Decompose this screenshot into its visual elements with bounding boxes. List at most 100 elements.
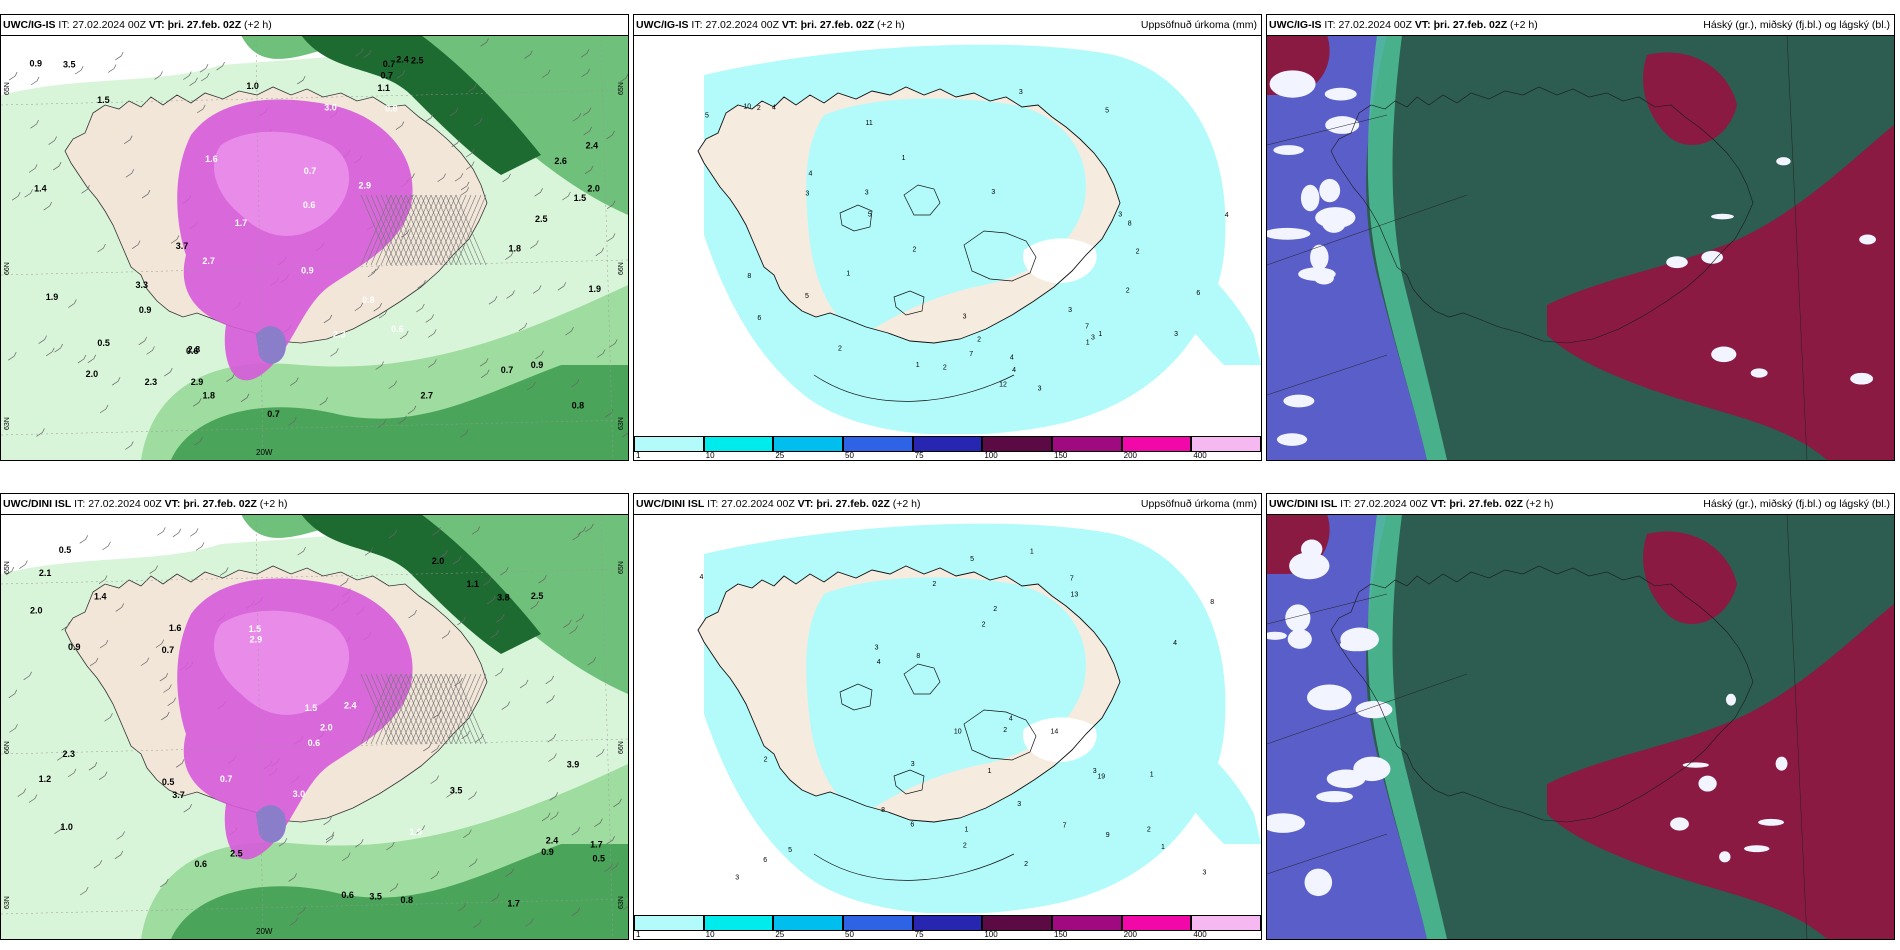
accum-value-label: 3 xyxy=(1017,801,1021,808)
accum-value-label: 6 xyxy=(757,315,761,322)
accum-value-label: 2 xyxy=(1147,827,1151,834)
precip-max xyxy=(256,326,286,364)
init-time: 27.02.2024 00Z xyxy=(72,19,146,31)
run-info: UWC/IG-IS IT: 27.02.2024 00Z VT: þri. 27… xyxy=(3,15,272,35)
it-label: IT: xyxy=(707,498,719,510)
cloud-edge-green xyxy=(1367,514,1447,939)
precip-value-labels: 1.5 1.1 0.7 0.5 1.6 0.5 0.6 2.3 1.9 3.5 2.4 2.5 1.4 2… xyxy=(30,545,605,908)
no-precip-area xyxy=(1023,717,1097,763)
it-label: IT: xyxy=(58,19,70,31)
precip-value-label: 2.0 xyxy=(86,369,99,379)
iceland-coastline xyxy=(697,86,1121,344)
accum-value-label: 1 xyxy=(988,768,992,775)
map-svg: 0.7 0.9 0.9 1.4 1.7 0.7 0.9 0.5 0.6 0.7 2.0 2.3 3.3 2… xyxy=(1,35,628,460)
accum-over-land xyxy=(806,98,1086,335)
lat-lon-grid xyxy=(1267,514,1808,939)
accum-value-label: 7 xyxy=(969,351,973,358)
accum-value-label: 4 xyxy=(1009,715,1013,722)
accum-value-label: 2 xyxy=(764,757,768,764)
precip-value-label: 2.9 xyxy=(250,635,263,645)
colorbar: 1 10 25 50 75 100 150 200 400 xyxy=(634,913,1261,939)
valid-time: þri. 27.feb. 02Z xyxy=(800,19,875,31)
accum-value-label: 2 xyxy=(993,606,997,613)
glacier-outline xyxy=(903,184,941,216)
precip-value-label: 3.5 xyxy=(63,59,76,69)
precip-value-label: 0.9 xyxy=(531,360,544,370)
precip-value-label: 0.6 xyxy=(341,890,354,900)
map-area: 0.7 0.9 0.9 1.4 1.7 0.7 0.9 0.5 0.6 0.7 2.0 2.3 3.3 2… xyxy=(1,35,628,460)
init-time: 27.02.2024 00Z xyxy=(705,19,779,31)
accum-value-label: 4 xyxy=(772,105,776,112)
colorbar-swatch xyxy=(634,436,704,452)
precip-value-label: 2.5 xyxy=(411,56,424,66)
colorbar-tick: 50 xyxy=(845,451,854,460)
precip-value-label: 3.3 xyxy=(135,280,148,290)
map-svg: 6141212798346573321084521419138243132322… xyxy=(634,514,1261,939)
panel-precip-rate-ig-is: UWC/IG-IS IT: 27.02.2024 00Z VT: þri. 27… xyxy=(0,14,629,461)
precip-value-label: 1.7 xyxy=(235,218,248,228)
it-label: IT: xyxy=(1340,498,1352,510)
lat-label: 66N xyxy=(618,741,625,754)
precip-value-label: 3.5 xyxy=(450,785,463,795)
accum-value-label: 8 xyxy=(747,273,751,280)
accum-value-label: 10 xyxy=(954,728,962,735)
precip-value-label: 1.5 xyxy=(249,624,262,634)
precip-value-label: 1.9 xyxy=(409,827,422,837)
colorbar-tick: 75 xyxy=(914,451,924,460)
map-svg: 1.5 1.1 0.7 0.5 1.6 0.5 0.6 2.3 1.9 3.5 2.4 2.5 1.4 2… xyxy=(1,514,628,939)
colorbar-tick: 25 xyxy=(775,451,785,460)
colorbar-tick: 100 xyxy=(984,451,998,460)
glacier-outline xyxy=(963,230,1037,282)
accum-area-east xyxy=(1144,235,1261,365)
run-info: UWC/DINI ISL IT: 27.02.2024 00Z VT: þri.… xyxy=(3,494,288,514)
panel-accum-precip-dini-isl: UWC/DINI ISL IT: 27.02.2024 00Z VT: þri.… xyxy=(633,493,1262,940)
valid-time: þri. 27.feb. 02Z xyxy=(1433,19,1508,31)
precip-value-label: 0.7 xyxy=(220,774,233,784)
precip-value-label: 2.8 xyxy=(188,345,201,355)
accum-value-label: 4 xyxy=(700,574,704,581)
accum-value-label: 4 xyxy=(1225,212,1229,219)
accum-value-label: 8 xyxy=(916,653,920,660)
accum-value-label: 1 xyxy=(1030,549,1034,556)
precip-value-label: 0.7 xyxy=(383,59,396,69)
precip-value-label: 0.7 xyxy=(381,71,394,81)
precip-value-label: 1.1 xyxy=(378,83,391,93)
accum-value-label: 1 xyxy=(846,271,850,278)
lead-time: (+2 h) xyxy=(892,498,921,510)
accum-value-label: 13 xyxy=(1071,592,1079,599)
accum-value-label: 3 xyxy=(735,874,739,881)
precip-value-label: 1.6 xyxy=(169,623,182,633)
precip-value-label: 1.7 xyxy=(507,898,520,908)
accum-value-label: 3 xyxy=(1174,331,1178,338)
precip-value-label: 2.0 xyxy=(432,556,445,566)
precip-value-label: 2.6 xyxy=(554,156,567,166)
precip-value-label: 0.8 xyxy=(362,295,375,305)
precip-band-north xyxy=(241,514,628,694)
lead-time: (+2 h) xyxy=(1510,19,1538,31)
accum-value-label: 8 xyxy=(1210,599,1214,606)
colorbar-swatch xyxy=(703,915,774,931)
model-name: UWC/DINI ISL xyxy=(636,498,705,510)
precip-band-dark xyxy=(301,35,541,175)
glacier-outline xyxy=(839,204,873,232)
precip-value-label: 3.7 xyxy=(172,790,185,800)
contour-line xyxy=(813,374,1015,402)
lat-label: 66N xyxy=(4,262,11,275)
panel-header: UWC/DINI ISL IT: 27.02.2024 00Z VT: þri.… xyxy=(1,494,628,515)
mid-cloud-west xyxy=(1267,35,1427,460)
high-cloud-south xyxy=(1547,125,1894,460)
precip-value-label: 2.1 xyxy=(39,568,52,578)
lat-lon-grid xyxy=(1267,35,1808,460)
precip-core-inner xyxy=(213,610,350,715)
colorbar-swatch xyxy=(773,915,843,931)
precip-value-label: 1.9 xyxy=(589,284,602,294)
precip-value-label: 2.9 xyxy=(359,181,372,191)
lat-label: 66N xyxy=(618,262,625,275)
accum-value-label: 4 xyxy=(1010,354,1014,361)
precip-value-label: 2.7 xyxy=(202,256,215,266)
accum-value-label: 1 xyxy=(1086,340,1090,347)
high-cloud xyxy=(1643,531,1737,624)
low-cloud-patches xyxy=(1267,539,1788,897)
iceland-coastline xyxy=(1330,565,1754,823)
map-svg xyxy=(1267,35,1894,460)
